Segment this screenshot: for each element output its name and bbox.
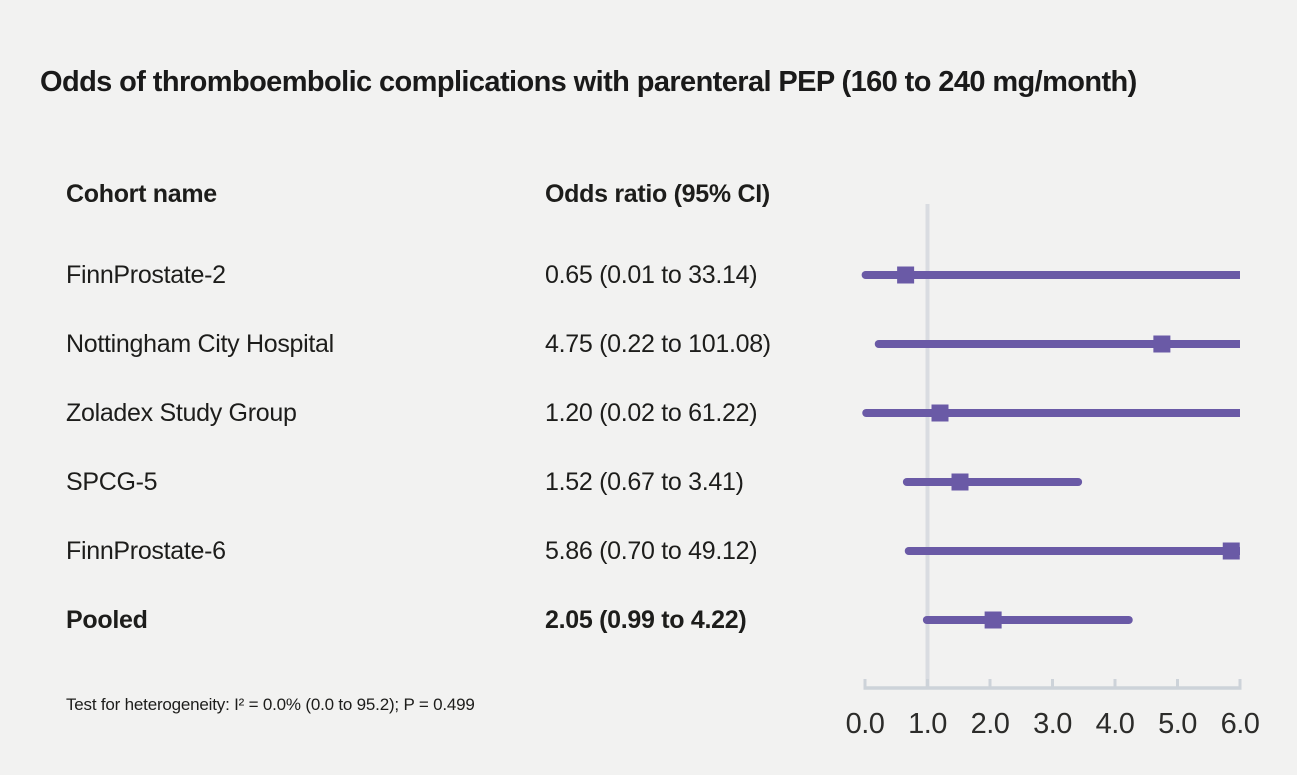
axis-tick-label: 4.0	[1095, 708, 1135, 740]
column-header-odds-ratio: Odds ratio (95% CI)	[545, 180, 770, 208]
column-header-cohort: Cohort name	[66, 180, 217, 208]
or-marker	[1222, 542, 1240, 560]
or-marker	[984, 611, 1002, 629]
axis-tick-label: 6.0	[1220, 708, 1260, 740]
axis-tick-label: 5.0	[1158, 708, 1197, 740]
cohort-label: Pooled	[66, 606, 148, 634]
odds-ratio-value: 1.52 (0.67 to 3.41)	[545, 468, 744, 496]
cohort-label: Nottingham City Hospital	[66, 330, 334, 358]
chart-title: Odds of thromboembolic complications wit…	[40, 66, 1137, 98]
odds-ratio-value: 2.05 (0.99 to 4.22)	[545, 606, 747, 634]
or-marker	[951, 473, 969, 491]
axis-tick-label: 0.0	[845, 708, 885, 740]
odds-ratio-value: 4.75 (0.22 to 101.08)	[545, 330, 771, 358]
or-marker	[1153, 335, 1171, 353]
or-marker	[897, 266, 915, 284]
cohort-label: Zoladex Study Group	[66, 399, 297, 427]
odds-ratio-value: 5.86 (0.70 to 49.12)	[545, 537, 758, 565]
cohort-label: SPCG-5	[66, 468, 158, 496]
or-marker	[931, 404, 949, 422]
heterogeneity-footnote: Test for heterogeneity: I² = 0.0% (0.0 t…	[66, 695, 475, 714]
axis-tick-label: 3.0	[1033, 708, 1072, 740]
axis-tick-label: 1.0	[908, 708, 947, 740]
axis-tick-label: 2.0	[970, 708, 1010, 740]
odds-ratio-value: 1.20 (0.02 to 61.22)	[545, 399, 758, 427]
cohort-label: FinnProstate-2	[66, 261, 226, 289]
cohort-label: FinnProstate-6	[66, 537, 226, 565]
odds-ratio-value: 0.65 (0.01 to 33.14)	[545, 261, 758, 289]
